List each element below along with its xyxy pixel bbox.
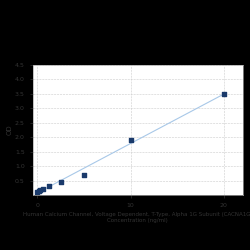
Point	[38, 188, 42, 192]
Point	[47, 184, 51, 188]
Point	[128, 138, 132, 142]
Point	[36, 189, 40, 193]
Point	[58, 180, 62, 184]
Point	[41, 187, 45, 191]
Point	[222, 92, 226, 96]
Point	[82, 173, 86, 177]
Y-axis label: OD: OD	[6, 125, 12, 135]
X-axis label: Human Calcium Channel, Voltage Dependent, T-Type, Alpha 1G Subunit (CACNA1G)
Con: Human Calcium Channel, Voltage Dependent…	[23, 212, 250, 222]
Point	[35, 190, 39, 194]
